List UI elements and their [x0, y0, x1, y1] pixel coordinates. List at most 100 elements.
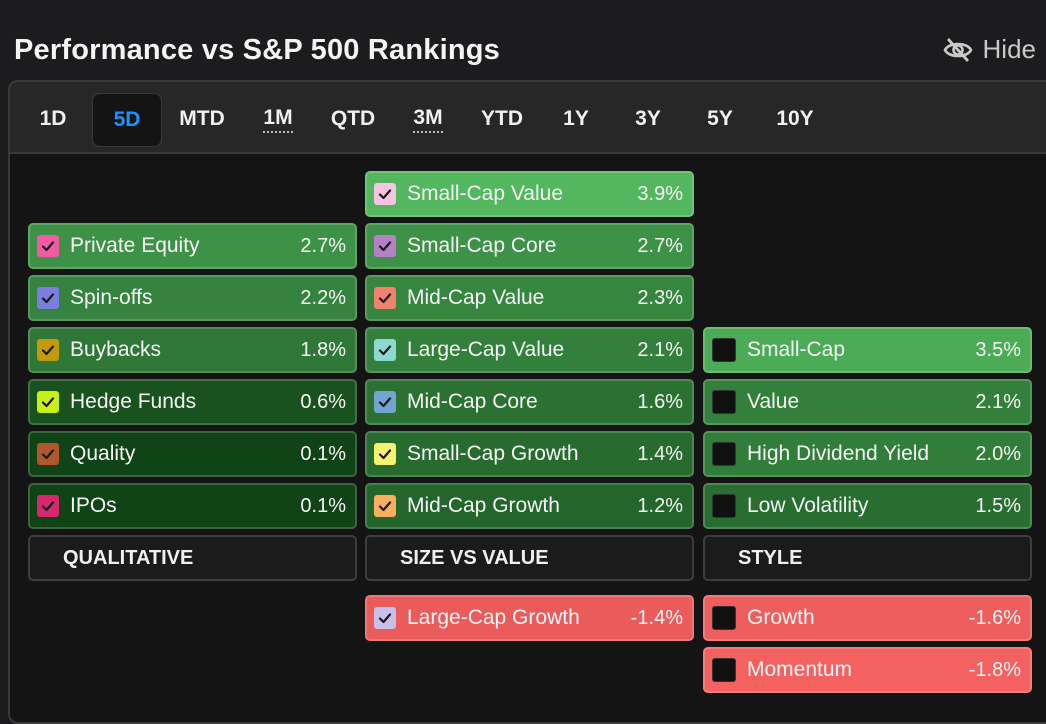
tab-label: 10Y [776, 107, 814, 130]
tab-label: MTD [179, 107, 225, 130]
tab-label: 1Y [563, 107, 589, 130]
card-value: 0.6% [300, 390, 346, 413]
checkbox-unchecked[interactable] [712, 606, 736, 630]
checkbox-checked[interactable] [374, 287, 396, 309]
checkbox-checked[interactable] [374, 443, 396, 465]
ranking-card[interactable]: Buybacks 1.8% [28, 327, 357, 373]
card-label: Large-Cap Value [407, 338, 565, 361]
tab-label: QTD [330, 107, 376, 130]
card-label: Buybacks [70, 338, 162, 361]
tab-label: YTD [481, 107, 523, 130]
card-value: 2.0% [975, 442, 1021, 465]
checkbox-checked[interactable] [37, 235, 59, 257]
ranking-card[interactable]: Value 2.1% [703, 379, 1032, 425]
check-icon [41, 345, 55, 356]
tab-label: 5D [113, 108, 141, 131]
card-label: Value [747, 390, 800, 413]
checkbox-unchecked[interactable] [712, 658, 736, 682]
column-header: SIZE VS VALUE [365, 535, 694, 581]
checkbox-checked[interactable] [374, 495, 396, 517]
checkbox-checked[interactable] [37, 391, 59, 413]
check-icon [378, 397, 392, 408]
ranking-card[interactable]: Small-Cap Core 2.7% [365, 223, 694, 269]
checkbox-unchecked[interactable] [712, 494, 736, 518]
card-label: Small-Cap [747, 338, 846, 361]
ranking-card[interactable]: Small-Cap Value 3.9% [365, 171, 694, 217]
tab-qtd[interactable]: QTD [320, 93, 386, 145]
tab-ytd[interactable]: YTD [470, 93, 534, 145]
checkbox-checked[interactable] [37, 443, 59, 465]
card-value: 2.1% [637, 338, 683, 361]
card-value: 1.6% [637, 390, 683, 413]
checkbox-checked[interactable] [374, 607, 396, 629]
ranking-card[interactable]: Large-Cap Value 2.1% [365, 327, 694, 373]
card-value: 2.2% [300, 286, 346, 309]
ranking-card[interactable]: Low Volatility 1.5% [703, 483, 1032, 529]
card-value: 1.5% [975, 494, 1021, 517]
checkbox-checked[interactable] [374, 391, 396, 413]
tab-label: 3Y [635, 107, 661, 130]
check-icon [378, 449, 392, 460]
ranking-card[interactable]: Quality 0.1% [28, 431, 357, 477]
tab-1y[interactable]: 1Y [550, 93, 602, 145]
tab-5d[interactable]: 5D [92, 93, 162, 147]
timeframe-tabs: 1D 5D MTD 1M QTD 3M YTD 1Y 3Y 5Y 10Y [10, 82, 1046, 154]
ranking-card[interactable]: Spin-offs 2.2% [28, 275, 357, 321]
card-value: 1.2% [637, 494, 683, 517]
checkbox-checked[interactable] [37, 495, 59, 517]
card-value: 0.1% [300, 494, 346, 517]
card-value: 2.1% [975, 390, 1021, 413]
card-value: 2.7% [300, 234, 346, 257]
checkbox-checked[interactable] [374, 235, 396, 257]
card-value: -1.4% [630, 606, 683, 629]
column-header: QUALITATIVE [28, 535, 357, 581]
card-label: Mid-Cap Value [407, 286, 545, 309]
ranking-card[interactable]: Mid-Cap Value 2.3% [365, 275, 694, 321]
checkbox-checked[interactable] [37, 287, 59, 309]
tab-label: 5Y [707, 107, 733, 130]
checkbox-unchecked[interactable] [712, 390, 736, 414]
check-icon [378, 613, 392, 624]
ranking-card[interactable]: Growth -1.6% [703, 595, 1032, 641]
tab-5y[interactable]: 5Y [692, 93, 748, 145]
ranking-card[interactable]: Small-Cap 3.5% [703, 327, 1032, 373]
card-label: Small-Cap Core [407, 234, 557, 257]
tab-1m[interactable]: 1M [250, 93, 306, 145]
checkbox-unchecked[interactable] [712, 338, 736, 362]
checkbox-checked[interactable] [374, 183, 396, 205]
card-label: Low Volatility [747, 494, 869, 517]
card-label: Private Equity [70, 234, 200, 257]
check-icon [41, 449, 55, 460]
ranking-card[interactable]: Momentum -1.8% [703, 647, 1032, 693]
ranking-card[interactable]: Hedge Funds 0.6% [28, 379, 357, 425]
check-icon [41, 397, 55, 408]
ranking-card[interactable]: Private Equity 2.7% [28, 223, 357, 269]
check-icon [41, 501, 55, 512]
ranking-card[interactable]: High Dividend Yield 2.0% [703, 431, 1032, 477]
card-label: Growth [747, 606, 815, 629]
check-icon [378, 241, 392, 252]
ranking-card[interactable]: Mid-Cap Growth 1.2% [365, 483, 694, 529]
tab-mtd[interactable]: MTD [170, 93, 234, 145]
tab-10y[interactable]: 10Y [762, 93, 828, 145]
checkbox-checked[interactable] [37, 339, 59, 361]
tab-label: 1D [39, 107, 67, 130]
ranking-card[interactable]: IPOs 0.1% [28, 483, 357, 529]
ranking-card[interactable]: Large-Cap Growth -1.4% [365, 595, 694, 641]
card-value: -1.6% [968, 606, 1021, 629]
card-value: 1.8% [300, 338, 346, 361]
card-label: Quality [70, 442, 136, 465]
hide-button[interactable]: Hide [943, 34, 1036, 65]
ranking-card[interactable]: Small-Cap Growth 1.4% [365, 431, 694, 477]
ranking-card[interactable]: Mid-Cap Core 1.6% [365, 379, 694, 425]
check-icon [378, 189, 392, 200]
tab-3m[interactable]: 3M [398, 93, 458, 145]
card-value: 3.5% [975, 338, 1021, 361]
tab-3y[interactable]: 3Y [620, 93, 676, 145]
tab-1d[interactable]: 1D [24, 93, 82, 145]
card-value: 2.7% [637, 234, 683, 257]
checkbox-unchecked[interactable] [712, 442, 736, 466]
card-label: Mid-Cap Growth [407, 494, 560, 517]
checkbox-checked[interactable] [374, 339, 396, 361]
card-label: Mid-Cap Core [407, 390, 538, 413]
